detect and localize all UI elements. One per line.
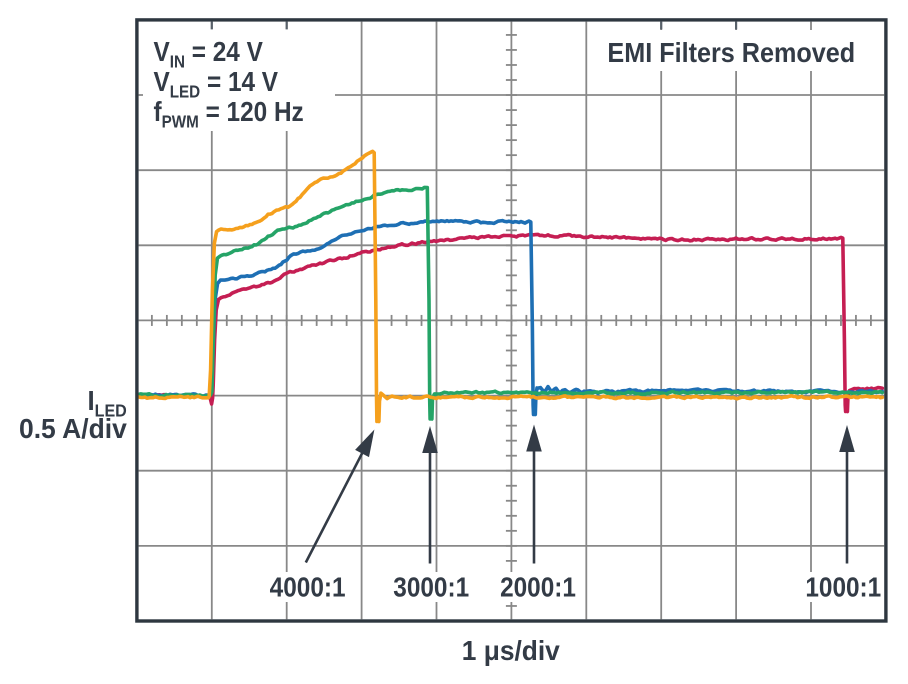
- svg-text:fPWM​ = 120 Hz: fPWM​ = 120 Hz: [154, 95, 304, 131]
- svg-text:ILED​: ILED​: [87, 385, 126, 421]
- svg-text:3000:1: 3000:1: [393, 571, 469, 603]
- svg-text:0.5 A/div: 0.5 A/div: [19, 413, 128, 445]
- svg-text:4000:1: 4000:1: [270, 571, 346, 603]
- svg-text:EMI Filters Removed: EMI Filters Removed: [607, 37, 855, 69]
- svg-text:VLED​ = 14 V: VLED​ = 14 V: [154, 65, 279, 101]
- svg-text:1000:1: 1000:1: [805, 571, 881, 603]
- svg-text:VIN​ = 24 V: VIN​ = 24 V: [154, 35, 264, 71]
- svg-text:2000:1: 2000:1: [500, 571, 576, 603]
- svg-text:1 μs/div: 1 μs/div: [462, 634, 560, 666]
